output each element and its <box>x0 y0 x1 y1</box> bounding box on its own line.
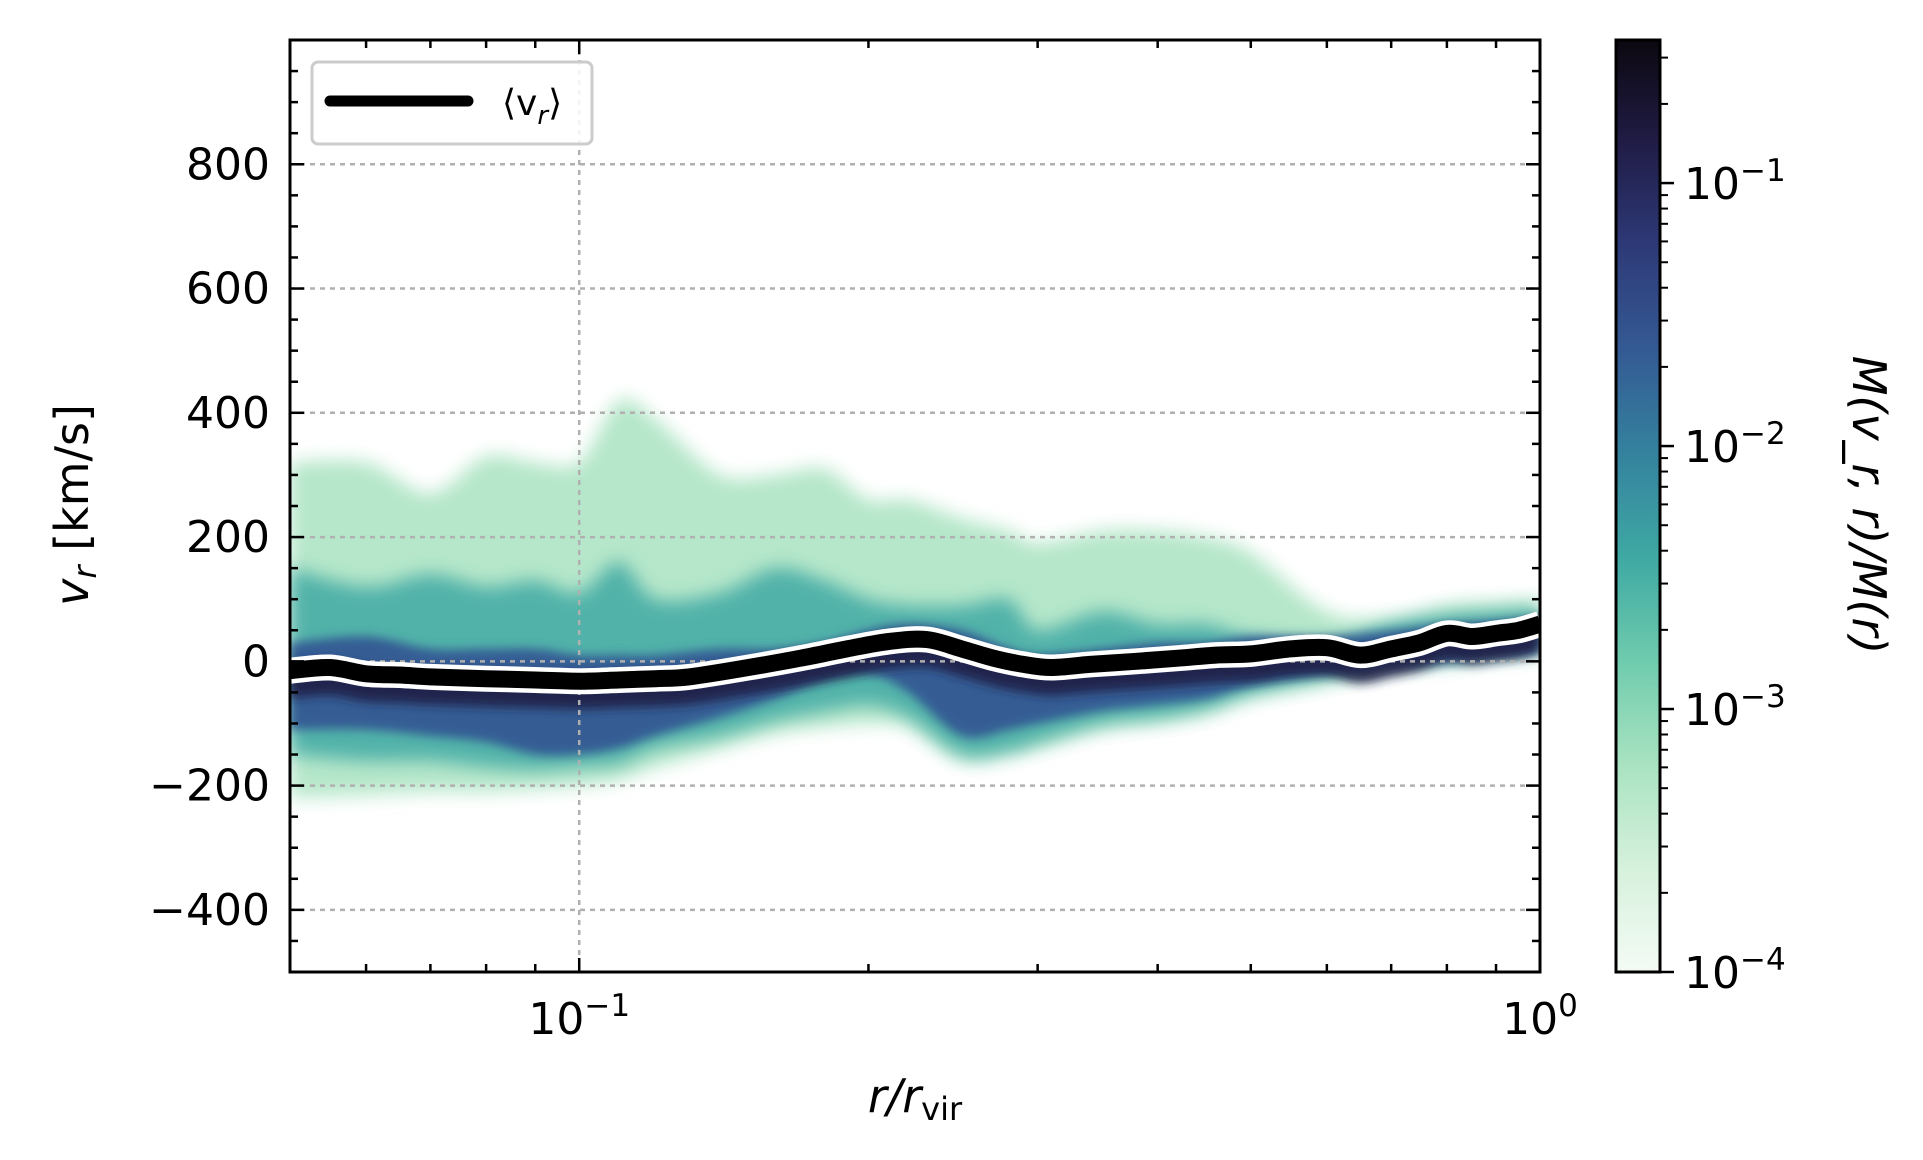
legend-label: ⟨vr⟩ <box>502 83 562 131</box>
colorbar-tick-label-0: 10−1 <box>1684 153 1786 210</box>
y-tick-label-4: 400 <box>186 388 270 439</box>
y-tick-label-6: 800 <box>186 139 270 190</box>
colorbar-tick-label-3: 10−4 <box>1684 942 1786 999</box>
colorbar-label: M(v_r, r)/M(r) <box>1842 356 1896 655</box>
colorbar-ticks: 10−1 10−2 10−3 10−4 <box>1660 56 1786 999</box>
y-tick-label-1: −200 <box>149 761 270 812</box>
y-axis-label: vr [km/s] <box>45 404 104 606</box>
mean-vr-curve <box>290 611 1540 695</box>
colorbar-tick-label-1: 10−2 <box>1684 416 1786 473</box>
y-tick-label-3: 200 <box>186 512 270 563</box>
density-heatmap <box>290 398 1540 798</box>
colorbar: 10−1 10−2 10−3 10−4 M(v_r, r)/M(r) <box>1614 38 1896 999</box>
y-tick-label-5: 600 <box>186 264 270 315</box>
axis-ticks: −400 −200 0 200 400 600 800 10−1 100 <box>149 40 1578 1045</box>
x-tick-label-1: 100 <box>1502 988 1578 1045</box>
y-tick-label-0: −400 <box>149 885 270 936</box>
x-axis-label: r/rvir <box>868 1069 963 1128</box>
mean-vr-line <box>290 615 1540 690</box>
colorbar-tick-label-2: 10−3 <box>1684 679 1786 736</box>
y-tick-label-2: 0 <box>242 636 270 687</box>
legend: ⟨vr⟩ <box>310 60 594 146</box>
x-tick-label-0: 10−1 <box>528 988 630 1045</box>
colorbar-gradient <box>1614 38 1662 974</box>
